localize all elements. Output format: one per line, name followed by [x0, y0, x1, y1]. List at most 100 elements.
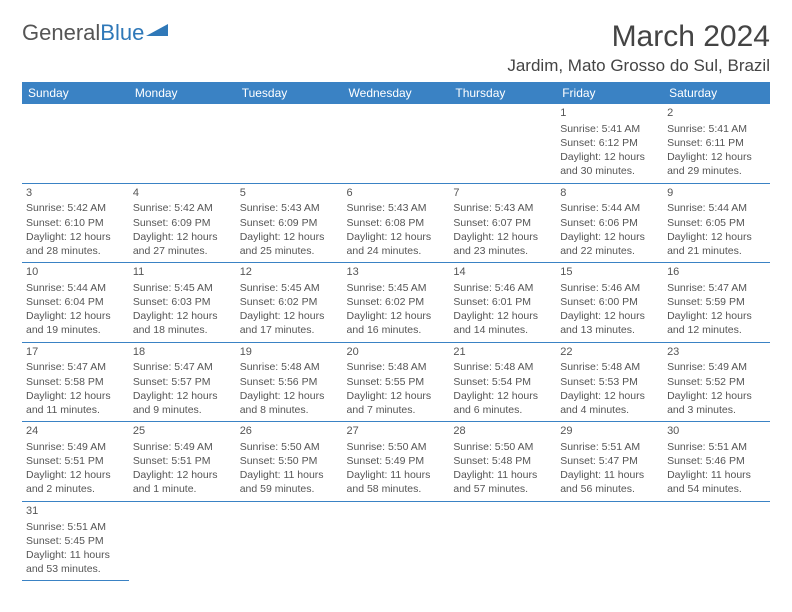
day-number: 11	[133, 265, 232, 280]
daylight-text: Daylight: 12 hours and 27 minutes.	[133, 230, 232, 258]
calendar-cell: 23Sunrise: 5:49 AMSunset: 5:52 PMDayligh…	[663, 342, 770, 422]
calendar-cell	[129, 501, 236, 581]
daylight-text: Daylight: 12 hours and 11 minutes.	[26, 389, 125, 417]
sunset-text: Sunset: 6:12 PM	[560, 136, 659, 150]
daylight-text: Daylight: 12 hours and 2 minutes.	[26, 468, 125, 496]
daylight-text: Daylight: 12 hours and 22 minutes.	[560, 230, 659, 258]
day-number: 20	[347, 345, 446, 360]
sunset-text: Sunset: 6:00 PM	[560, 295, 659, 309]
daylight-text: Daylight: 11 hours and 53 minutes.	[26, 548, 125, 576]
calendar-cell: 14Sunrise: 5:46 AMSunset: 6:01 PMDayligh…	[449, 263, 556, 343]
calendar-cell: 19Sunrise: 5:48 AMSunset: 5:56 PMDayligh…	[236, 342, 343, 422]
daylight-text: Daylight: 12 hours and 30 minutes.	[560, 150, 659, 178]
day-number: 5	[240, 186, 339, 201]
weekday-header: Friday	[556, 82, 663, 104]
daylight-text: Daylight: 12 hours and 23 minutes.	[453, 230, 552, 258]
sunrise-text: Sunrise: 5:44 AM	[26, 281, 125, 295]
calendar-cell	[236, 501, 343, 581]
sunset-text: Sunset: 5:49 PM	[347, 454, 446, 468]
daylight-text: Daylight: 11 hours and 56 minutes.	[560, 468, 659, 496]
sunset-text: Sunset: 5:54 PM	[453, 375, 552, 389]
brand-part1: General	[22, 20, 100, 46]
sunrise-text: Sunrise: 5:41 AM	[667, 122, 766, 136]
location-text: Jardim, Mato Grosso do Sul, Brazil	[507, 56, 770, 76]
title-block: March 2024 Jardim, Mato Grosso do Sul, B…	[507, 20, 770, 76]
calendar-cell: 10Sunrise: 5:44 AMSunset: 6:04 PMDayligh…	[22, 263, 129, 343]
daylight-text: Daylight: 12 hours and 9 minutes.	[133, 389, 232, 417]
calendar-cell	[129, 104, 236, 183]
sunset-text: Sunset: 6:06 PM	[560, 216, 659, 230]
sunrise-text: Sunrise: 5:49 AM	[133, 440, 232, 454]
calendar-cell	[343, 104, 450, 183]
daylight-text: Daylight: 11 hours and 54 minutes.	[667, 468, 766, 496]
day-number: 18	[133, 345, 232, 360]
sunset-text: Sunset: 6:02 PM	[240, 295, 339, 309]
calendar-cell: 5Sunrise: 5:43 AMSunset: 6:09 PMDaylight…	[236, 183, 343, 263]
calendar-table: Sunday Monday Tuesday Wednesday Thursday…	[22, 82, 770, 581]
calendar-cell: 24Sunrise: 5:49 AMSunset: 5:51 PMDayligh…	[22, 422, 129, 502]
calendar-header-row: Sunday Monday Tuesday Wednesday Thursday…	[22, 82, 770, 104]
sunrise-text: Sunrise: 5:47 AM	[26, 360, 125, 374]
brand-part2: Blue	[100, 20, 144, 46]
sunset-text: Sunset: 5:51 PM	[133, 454, 232, 468]
sunset-text: Sunset: 6:09 PM	[240, 216, 339, 230]
sunrise-text: Sunrise: 5:50 AM	[347, 440, 446, 454]
sunset-text: Sunset: 5:48 PM	[453, 454, 552, 468]
calendar-cell: 3Sunrise: 5:42 AMSunset: 6:10 PMDaylight…	[22, 183, 129, 263]
day-number: 30	[667, 424, 766, 439]
calendar-cell: 26Sunrise: 5:50 AMSunset: 5:50 PMDayligh…	[236, 422, 343, 502]
weekday-header: Monday	[129, 82, 236, 104]
daylight-text: Daylight: 12 hours and 8 minutes.	[240, 389, 339, 417]
day-number: 4	[133, 186, 232, 201]
calendar-cell: 21Sunrise: 5:48 AMSunset: 5:54 PMDayligh…	[449, 342, 556, 422]
daylight-text: Daylight: 12 hours and 17 minutes.	[240, 309, 339, 337]
calendar-cell	[449, 104, 556, 183]
sunrise-text: Sunrise: 5:50 AM	[240, 440, 339, 454]
calendar-cell: 30Sunrise: 5:51 AMSunset: 5:46 PMDayligh…	[663, 422, 770, 502]
sunset-text: Sunset: 5:46 PM	[667, 454, 766, 468]
calendar-cell: 2Sunrise: 5:41 AMSunset: 6:11 PMDaylight…	[663, 104, 770, 183]
sunrise-text: Sunrise: 5:47 AM	[133, 360, 232, 374]
sunset-text: Sunset: 6:08 PM	[347, 216, 446, 230]
daylight-text: Daylight: 12 hours and 3 minutes.	[667, 389, 766, 417]
daylight-text: Daylight: 12 hours and 14 minutes.	[453, 309, 552, 337]
weekday-header: Sunday	[22, 82, 129, 104]
day-number: 26	[240, 424, 339, 439]
day-number: 27	[347, 424, 446, 439]
calendar-cell	[22, 104, 129, 183]
day-number: 9	[667, 186, 766, 201]
daylight-text: Daylight: 12 hours and 18 minutes.	[133, 309, 232, 337]
calendar-cell: 18Sunrise: 5:47 AMSunset: 5:57 PMDayligh…	[129, 342, 236, 422]
sunrise-text: Sunrise: 5:41 AM	[560, 122, 659, 136]
calendar-cell	[556, 501, 663, 581]
sunset-text: Sunset: 5:58 PM	[26, 375, 125, 389]
sunset-text: Sunset: 5:52 PM	[667, 375, 766, 389]
daylight-text: Daylight: 11 hours and 59 minutes.	[240, 468, 339, 496]
sunrise-text: Sunrise: 5:44 AM	[560, 201, 659, 215]
daylight-text: Daylight: 12 hours and 16 minutes.	[347, 309, 446, 337]
sunrise-text: Sunrise: 5:46 AM	[453, 281, 552, 295]
sunrise-text: Sunrise: 5:48 AM	[560, 360, 659, 374]
calendar-cell: 6Sunrise: 5:43 AMSunset: 6:08 PMDaylight…	[343, 183, 450, 263]
day-number: 15	[560, 265, 659, 280]
sunrise-text: Sunrise: 5:51 AM	[26, 520, 125, 534]
calendar-cell: 1Sunrise: 5:41 AMSunset: 6:12 PMDaylight…	[556, 104, 663, 183]
calendar-cell: 7Sunrise: 5:43 AMSunset: 6:07 PMDaylight…	[449, 183, 556, 263]
calendar-cell: 12Sunrise: 5:45 AMSunset: 6:02 PMDayligh…	[236, 263, 343, 343]
sunrise-text: Sunrise: 5:42 AM	[133, 201, 232, 215]
day-number: 1	[560, 106, 659, 121]
sunset-text: Sunset: 6:05 PM	[667, 216, 766, 230]
calendar-cell	[236, 104, 343, 183]
weekday-header: Wednesday	[343, 82, 450, 104]
daylight-text: Daylight: 12 hours and 13 minutes.	[560, 309, 659, 337]
sunset-text: Sunset: 5:47 PM	[560, 454, 659, 468]
day-number: 21	[453, 345, 552, 360]
calendar-cell	[343, 501, 450, 581]
sunset-text: Sunset: 6:02 PM	[347, 295, 446, 309]
calendar-cell: 22Sunrise: 5:48 AMSunset: 5:53 PMDayligh…	[556, 342, 663, 422]
sunrise-text: Sunrise: 5:51 AM	[667, 440, 766, 454]
day-number: 12	[240, 265, 339, 280]
sunset-text: Sunset: 5:53 PM	[560, 375, 659, 389]
calendar-cell: 25Sunrise: 5:49 AMSunset: 5:51 PMDayligh…	[129, 422, 236, 502]
sunrise-text: Sunrise: 5:42 AM	[26, 201, 125, 215]
